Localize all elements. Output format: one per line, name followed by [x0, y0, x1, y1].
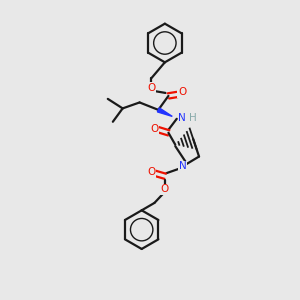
Text: N: N — [179, 161, 187, 171]
Text: N: N — [178, 113, 186, 123]
Text: H: H — [189, 113, 197, 123]
Text: O: O — [161, 184, 169, 194]
Polygon shape — [158, 108, 172, 116]
Text: O: O — [178, 87, 186, 97]
Text: O: O — [147, 82, 156, 93]
Text: O: O — [150, 124, 159, 134]
Text: O: O — [147, 167, 156, 177]
